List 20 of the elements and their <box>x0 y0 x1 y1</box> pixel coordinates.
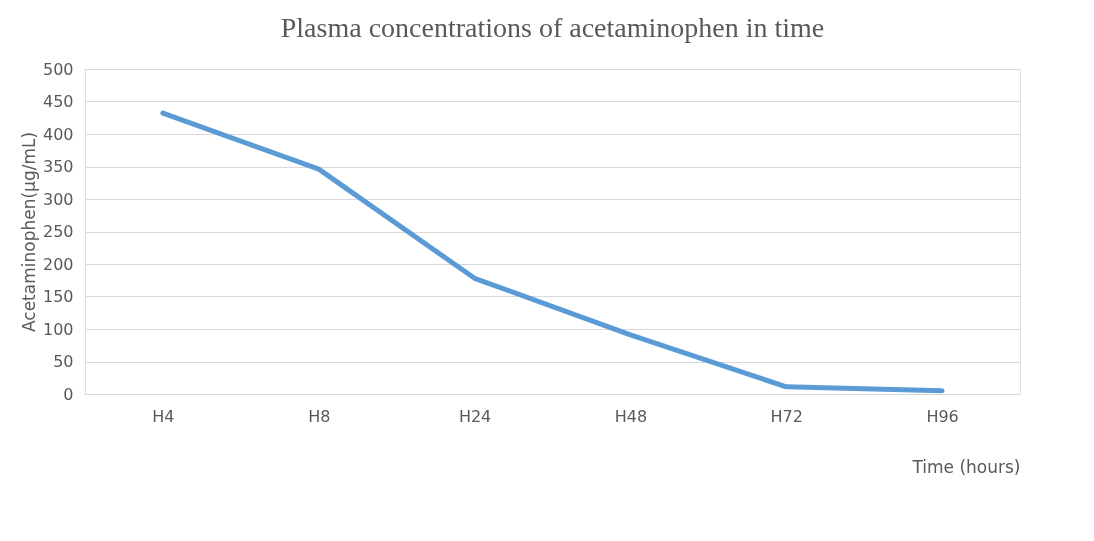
y-tick-label: 300 <box>42 189 74 209</box>
y-tick-label: 350 <box>42 157 74 176</box>
y-tick-label: 400 <box>42 124 74 144</box>
y-tick-label: 0 <box>63 384 74 404</box>
chart-title: Plasma concentrations of acetaminophen in time <box>280 12 825 43</box>
y-tick-label: 100 <box>42 319 74 339</box>
y-tick-label: 500 <box>42 59 74 79</box>
y-tick-label: 50 <box>53 352 74 371</box>
x-axis-title: Time (hours) <box>911 456 1021 477</box>
x-tick-label: H8 <box>308 406 331 426</box>
y-axis-title: Acetaminophen(µg/mL) <box>18 131 39 333</box>
x-tick-label: H72 <box>770 406 803 426</box>
y-tick-label: 150 <box>42 287 74 306</box>
y-tick-label: 450 <box>42 92 74 111</box>
x-tick-label: H4 <box>152 406 175 426</box>
x-tick-label: H48 <box>614 406 648 426</box>
y-tick-label: 200 <box>42 254 74 274</box>
x-tick-label: H96 <box>926 406 959 426</box>
y-tick-label: 250 <box>42 222 74 241</box>
x-tick-label: H24 <box>458 406 492 426</box>
